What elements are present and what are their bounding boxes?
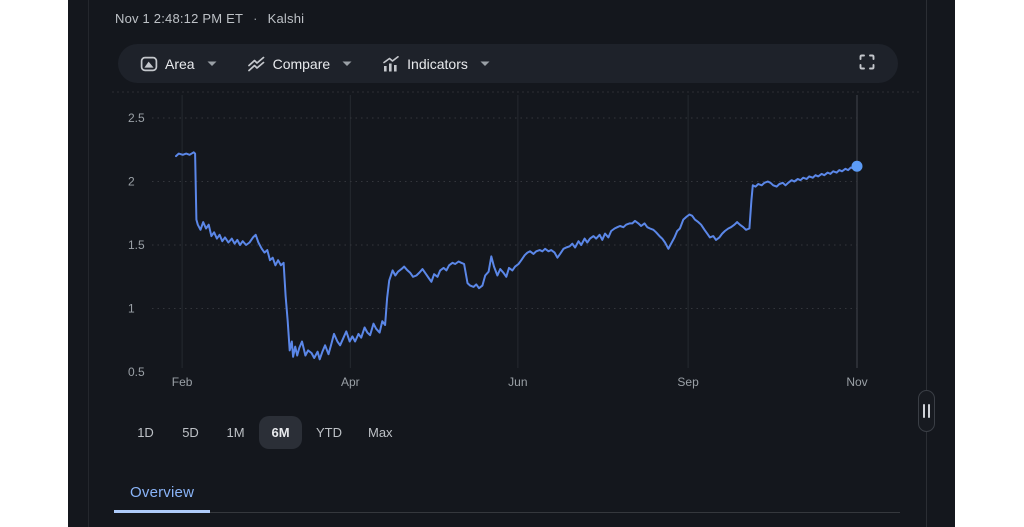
indicators-button-label: Indicators xyxy=(407,56,468,72)
chevron-down-icon xyxy=(207,61,217,67)
timestamp: Nov 1 2:48:12 PM ET xyxy=(115,11,243,26)
y-tick-label: 0.5 xyxy=(128,365,145,379)
panel-resize-handle[interactable] xyxy=(918,390,935,432)
status-row: Nov 1 2:48:12 PM ET · Kalshi xyxy=(115,8,304,28)
x-tick-label: Apr xyxy=(341,375,360,389)
y-axis-labels: 2.5 2 1.5 1 0.5 xyxy=(128,111,145,379)
panel-resize-divider xyxy=(926,0,927,527)
fullscreen-icon xyxy=(858,53,876,74)
price-chart-svg: 2.5 2 1.5 1 0.5 Feb Apr Jun Sep Nov xyxy=(88,90,926,395)
price-line xyxy=(176,152,857,359)
y-tick-label: 2.5 xyxy=(128,111,145,125)
chevron-down-icon xyxy=(480,61,490,67)
range-button-6m[interactable]: 6M xyxy=(259,416,302,449)
time-range-selector: 1D 5D 1M 6M YTD Max xyxy=(124,416,405,449)
x-tick-label: Feb xyxy=(172,375,193,389)
x-tick-label: Sep xyxy=(677,375,699,389)
tab-overview[interactable]: Overview xyxy=(114,474,210,513)
fullscreen-button[interactable] xyxy=(854,49,880,78)
tab-strip-divider xyxy=(114,512,900,513)
range-button-1m[interactable]: 1M xyxy=(214,416,257,449)
price-chart[interactable]: 2.5 2 1.5 1 0.5 Feb Apr Jun Sep Nov xyxy=(88,90,926,395)
compare-button[interactable]: Compare xyxy=(247,56,353,72)
y-tick-label: 2 xyxy=(128,175,135,189)
indicators-icon xyxy=(382,56,400,72)
range-button-ytd[interactable]: YTD xyxy=(304,416,354,449)
drag-handle-bars-icon xyxy=(923,404,925,418)
range-button-1d[interactable]: 1D xyxy=(124,416,167,449)
x-axis-labels: Feb Apr Jun Sep Nov xyxy=(172,375,868,389)
chevron-down-icon xyxy=(342,61,352,67)
area-button-label: Area xyxy=(165,56,195,72)
latest-price-dot xyxy=(852,161,863,172)
x-tick-label: Nov xyxy=(846,375,867,389)
chart-toolbar: Area Compare xyxy=(118,44,898,83)
data-source-label: Kalshi xyxy=(268,11,305,26)
drag-handle-bars-icon xyxy=(928,404,930,418)
compare-button-label: Compare xyxy=(273,56,331,72)
y-tick-label: 1 xyxy=(128,302,135,316)
x-tick-label: Jun xyxy=(508,375,527,389)
range-button-max[interactable]: Max xyxy=(356,416,405,449)
range-button-5d[interactable]: 5D xyxy=(169,416,212,449)
price-line-series xyxy=(176,152,863,359)
x-gridlines xyxy=(182,95,857,368)
indicators-button[interactable]: Indicators xyxy=(382,56,490,72)
area-chart-type-button[interactable]: Area xyxy=(140,55,217,73)
y-tick-label: 1.5 xyxy=(128,238,145,252)
finance-chart-panel: Nov 1 2:48:12 PM ET · Kalshi Area xyxy=(68,0,955,527)
area-chart-icon xyxy=(140,55,158,73)
separator-dot: · xyxy=(253,11,258,26)
compare-icon xyxy=(247,56,266,72)
